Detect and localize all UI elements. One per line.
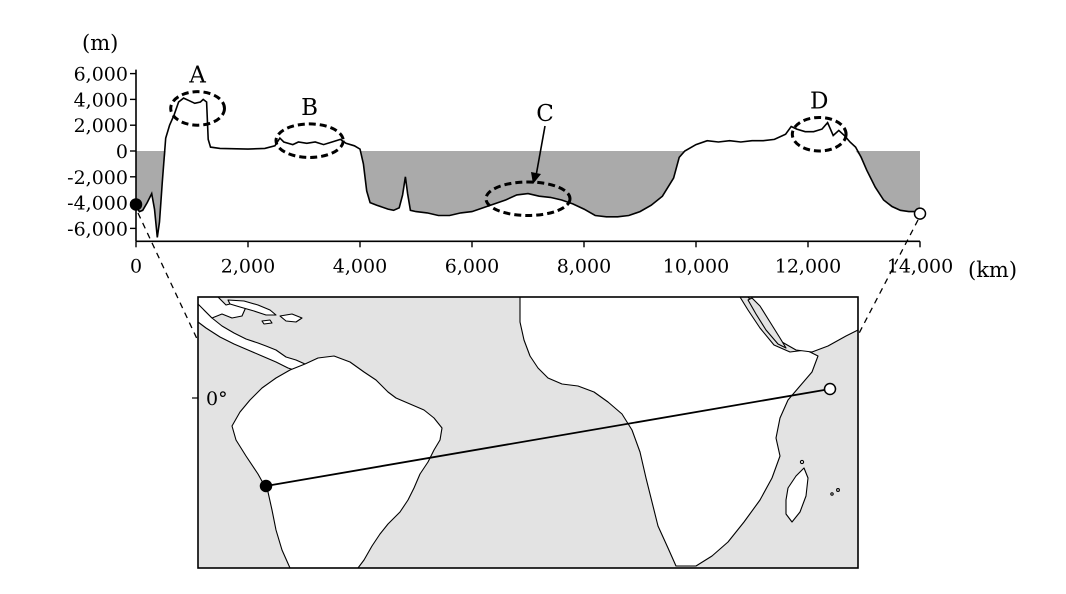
y-tick-label: 4,000 <box>74 89 128 111</box>
map-frame <box>197 296 859 569</box>
y-tick-label: 2,000 <box>74 115 128 137</box>
comoros-island <box>799 459 805 465</box>
y-tick-label: -4,000 <box>67 193 128 215</box>
x-tick-label: 4,000 <box>333 255 387 277</box>
map-panel: 0° <box>192 296 859 569</box>
transect-end-marker <box>823 382 837 396</box>
jamaica-island <box>261 319 273 325</box>
x-tick-label: 2,000 <box>221 255 275 277</box>
y-tick-label: 6,000 <box>74 64 128 86</box>
x-tick-label: 14,000 <box>887 255 953 277</box>
x-tick-label: 12,000 <box>775 255 841 277</box>
area-d-ellipse <box>790 115 848 153</box>
x-tick-label: 8,000 <box>557 255 611 277</box>
red-sea <box>747 297 787 349</box>
south-america-land <box>231 355 443 568</box>
area-a-ellipse <box>169 90 226 127</box>
terrain-profile-line <box>135 97 920 238</box>
equator-label: 0° <box>206 388 228 410</box>
highlighted-areas: A B C D <box>169 63 848 217</box>
cuba-island <box>227 299 277 316</box>
madagascar-island <box>785 467 809 523</box>
area-c-ellipse <box>484 180 572 217</box>
x-tick-label: 10,000 <box>663 255 729 277</box>
reunion-island <box>830 492 834 496</box>
x-tick-label: 0 <box>130 255 142 277</box>
start-point-marker <box>129 198 143 211</box>
elevation-profile: 6,000 4,000 2,000 0 -2,000 -4,000 -6,000 0 2,00… <box>67 31 1017 282</box>
x-axis-unit: (km) <box>968 258 1017 282</box>
y-tick-label: 0 <box>116 141 128 163</box>
area-c-label: C <box>536 101 554 127</box>
arrow-c <box>531 125 546 184</box>
mauritius-island <box>836 488 840 492</box>
x-tick-group: 0 2,000 4,000 6,000 8,000 10,000 12,000 14,000 <box>130 241 953 277</box>
y-tick-label: -6,000 <box>67 218 128 240</box>
y-tick-label: -2,000 <box>67 167 128 189</box>
y-axis-unit: (m) <box>82 31 118 55</box>
area-b-ellipse <box>274 122 345 159</box>
below-sea-level-fill <box>136 151 920 238</box>
transect-start-marker <box>259 479 273 493</box>
y-tick-group: 6,000 4,000 2,000 0 -2,000 -4,000 -6,000 <box>67 64 136 240</box>
end-point-marker <box>913 207 927 220</box>
hispaniola-island <box>279 313 303 323</box>
area-b-label: B <box>301 95 318 121</box>
transect-line <box>265 388 831 487</box>
area-d-label: D <box>810 88 828 114</box>
x-tick-label: 6,000 <box>445 255 499 277</box>
area-a-label: A <box>188 63 206 89</box>
yucatan-land <box>198 297 247 319</box>
